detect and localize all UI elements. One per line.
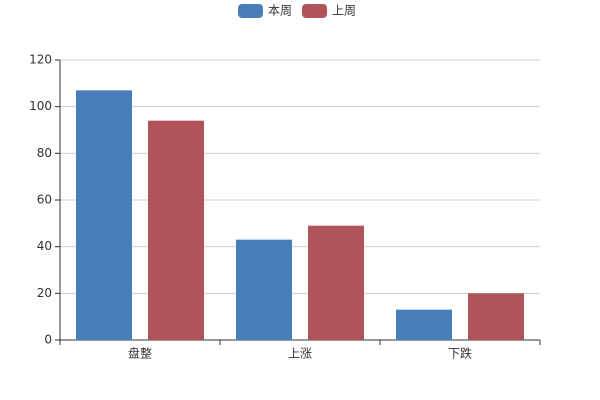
y-tick-label: 100	[29, 99, 52, 113]
x-tick-label: 下跌	[448, 346, 472, 361]
bar	[468, 293, 524, 340]
legend-label: 本周	[268, 4, 292, 18]
y-tick-label: 80	[37, 146, 52, 160]
legend-swatch	[238, 4, 263, 18]
bar	[396, 309, 452, 340]
bar	[308, 225, 364, 340]
y-tick-label: 60	[37, 193, 52, 207]
legend-swatch	[302, 4, 327, 18]
legend-label: 上周	[332, 4, 356, 18]
y-tick-label: 20	[37, 286, 52, 300]
bar	[236, 239, 292, 340]
y-tick-label: 0	[44, 333, 52, 347]
y-tick-label: 120	[29, 53, 52, 67]
x-tick-label: 上涨	[288, 346, 312, 361]
bar	[148, 120, 204, 341]
y-tick-label: 40	[37, 239, 52, 253]
x-tick-label: 盘整	[128, 346, 152, 361]
bar	[76, 90, 132, 340]
